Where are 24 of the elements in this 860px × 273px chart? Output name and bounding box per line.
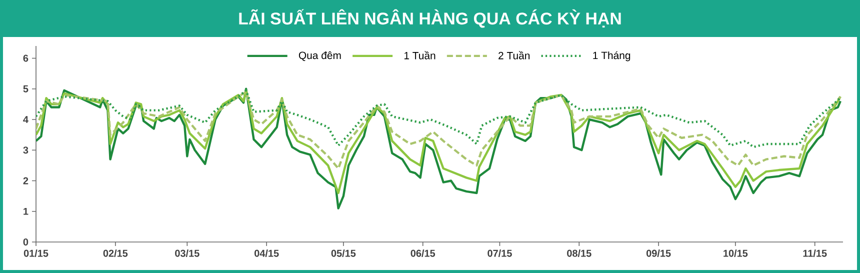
x-tick-label: 11/15 [803, 250, 827, 257]
y-tick-label: 6 [23, 54, 28, 62]
y-tick-label: 0 [23, 238, 28, 246]
legend-label: 2 Tuần [498, 51, 530, 60]
x-tick-label: 01/15 [24, 250, 48, 257]
y-tick-label: 5 [23, 85, 28, 92]
x-tick-label: 04/15 [254, 250, 279, 257]
x-tick-label: 07/15 [488, 250, 512, 257]
x-tick-label: 06/15 [410, 250, 436, 257]
legend-label: 1 Tháng [593, 51, 630, 62]
x-tick-label: 03/15 [175, 250, 200, 257]
line-series [36, 90, 842, 170]
x-tick-label: 10/15 [724, 250, 748, 257]
chart-title: LÃI SUẤT LIÊN NGÂN HÀNG QUA CÁC KỲ HẠN [239, 9, 621, 28]
y-tick-label: 3 [23, 146, 28, 154]
legend-label: Qua đêm [298, 51, 341, 61]
legend-label: 1 Tuần [404, 51, 436, 60]
y-tick-label: 2 [23, 177, 28, 184]
y-tick-label: 4 [23, 116, 28, 123]
x-tick-label: 08/15 [567, 250, 592, 257]
x-tick-label: 09/15 [646, 250, 671, 257]
y-tick-label: 1 [24, 208, 28, 215]
x-tick-label: 02/15 [103, 250, 128, 257]
x-tick-label: 05/15 [331, 250, 356, 257]
